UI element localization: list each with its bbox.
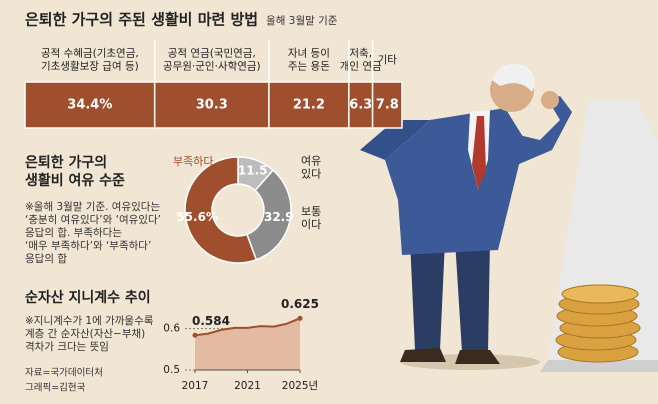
bar-segment (371, 81, 403, 129)
value-label: 55.6% (176, 210, 218, 224)
category-label: 기타 (378, 54, 398, 66)
area (195, 318, 300, 370)
chart-note: ※올해 3월말 기준. 여유있다는 ‘충분히 여유있다’와 ‘여유있다’ 응답의 합… (25, 200, 161, 265)
value-label: 30.3 (196, 98, 228, 113)
chart-subtitle: 올해 3월말 기준 (266, 14, 338, 27)
data-label: 0.584 (192, 314, 230, 328)
category-label: 공적 수혜금(기초연금, 기초생활보장 급여 등) (41, 48, 139, 73)
pie-slice (245, 169, 292, 261)
value-label: 21.2 (293, 98, 325, 113)
value-label: 11.5 (238, 164, 268, 178)
category-label: 보통 이다 (301, 205, 321, 231)
chart-note: ※지니계수가 1에 가까울수록 계층 간 순자산(자산−부채) 격차가 크다는 뜻임 (25, 315, 154, 353)
category-label: 공적 연금(국민연금, 공무원·군인·사학연금) (163, 48, 261, 73)
y-tick-label: 0.6 (163, 323, 180, 335)
category-label: 저축, 개인 연금 (340, 48, 382, 73)
chart-title: 은퇴한 가구의 주된 생활비 마련 방법 (25, 11, 258, 29)
pie-slice (184, 156, 258, 264)
value-label: 7.8 (376, 98, 399, 113)
category-label: 자녀 등이 주는 용돈 (288, 48, 330, 73)
line (194, 317, 301, 337)
y-tick-label: 0.5 (163, 364, 180, 376)
illustration (360, 63, 658, 372)
chart-title: 순자산 지니계수 추이 (25, 289, 151, 306)
value-label: 34.4% (67, 98, 112, 113)
point (297, 315, 303, 321)
x-tick-label: 2025년 (282, 380, 318, 392)
chart-title: 은퇴한 가구의 생활비 여유 수준 (25, 154, 125, 189)
value-label: 6.3 (349, 98, 372, 113)
value-label: 32.9 (264, 210, 294, 224)
data-label: 0.625 (281, 297, 319, 311)
x-tick-label: 2021 (234, 380, 261, 392)
category-label: 여유 있다 (301, 154, 321, 180)
bar-segment (24, 81, 156, 129)
category-label: 부족하다 (173, 154, 213, 168)
point (192, 332, 198, 338)
bar-segment (153, 81, 270, 129)
source: 자료=국가데이터처 (25, 367, 103, 379)
x-tick-label: 2017 (182, 380, 209, 392)
credit: 그래픽=김현국 (25, 382, 86, 394)
